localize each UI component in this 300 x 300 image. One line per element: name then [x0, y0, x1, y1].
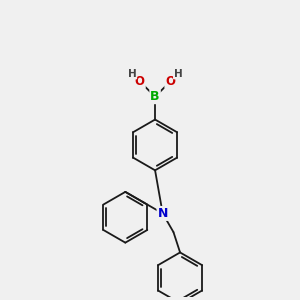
Text: H: H: [174, 68, 183, 79]
Text: O: O: [165, 75, 175, 88]
Text: O: O: [135, 75, 145, 88]
Text: H: H: [128, 68, 136, 79]
Text: B: B: [150, 90, 160, 103]
Text: N: N: [158, 207, 168, 220]
